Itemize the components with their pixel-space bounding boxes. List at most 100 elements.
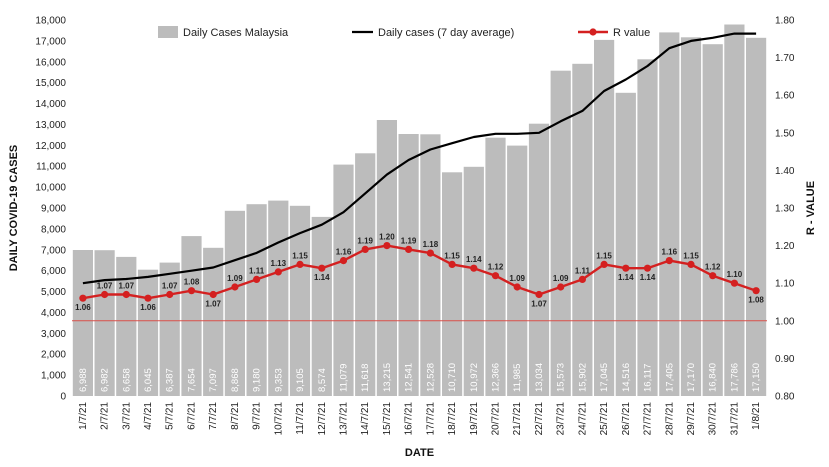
bar-label-11/7/21: 9,105 bbox=[295, 368, 306, 392]
legend-label-avg: Daily cases (7 day average) bbox=[378, 27, 514, 39]
r-point-13/7/21 bbox=[339, 257, 348, 265]
bar-14/7/21 bbox=[355, 153, 376, 396]
r-label-30/7/21: 1.12 bbox=[705, 263, 721, 272]
bar-31/7/21 bbox=[724, 24, 745, 396]
bar-19/7/21 bbox=[463, 166, 484, 396]
left-tick-10: 10,000 bbox=[35, 183, 66, 194]
r-label-1/7/21: 1.06 bbox=[75, 303, 91, 312]
r-label-5/7/21: 1.07 bbox=[162, 282, 178, 291]
right-tick-8: 1.60 bbox=[775, 91, 795, 102]
bar-18/7/21 bbox=[442, 172, 463, 396]
bar-label-15/7/21: 13,215 bbox=[382, 363, 393, 392]
left-tick-12: 12,000 bbox=[35, 141, 66, 152]
left-tick-4: 4,000 bbox=[41, 308, 66, 319]
r-point-3/7/21 bbox=[122, 290, 130, 299]
r-point-2/7/21 bbox=[101, 290, 109, 299]
x-tick-18/7/21: 18/7/21 bbox=[447, 402, 458, 436]
left-tick-16: 16,000 bbox=[35, 57, 66, 68]
bar-11/7/21 bbox=[289, 205, 311, 396]
bar-27/7/21 bbox=[637, 59, 658, 397]
bar-label-9/7/21: 9,180 bbox=[252, 368, 263, 392]
bar-label-31/7/21: 17,786 bbox=[729, 363, 740, 392]
bar-9/7/21 bbox=[246, 204, 267, 396]
bar-label-19/7/21: 10,972 bbox=[469, 363, 480, 392]
r-label-18/7/21: 1.15 bbox=[444, 251, 460, 260]
bar-17/7/21 bbox=[420, 134, 441, 397]
x-tick-1/8/21: 1/8/21 bbox=[751, 402, 762, 430]
r-label-6/7/21: 1.08 bbox=[184, 278, 200, 287]
r-value-line bbox=[82, 244, 757, 300]
x-tick-12/7/21: 12/7/21 bbox=[317, 402, 328, 436]
r-point-11/7/21 bbox=[296, 260, 304, 268]
r-point-27/7/21 bbox=[643, 264, 652, 272]
x-tick-9/7/21: 9/7/21 bbox=[252, 402, 263, 430]
r-label-19/7/21: 1.14 bbox=[466, 255, 482, 264]
right-tick-6: 1.40 bbox=[775, 166, 795, 177]
bar-label-2/7/21: 6,982 bbox=[100, 368, 111, 392]
left-tick-9: 9,000 bbox=[41, 204, 66, 215]
r-point-14/7/21 bbox=[361, 245, 369, 253]
bar-label-28/7/21: 17,405 bbox=[664, 363, 675, 392]
left-tick-8: 8,000 bbox=[41, 224, 66, 235]
r-point-1/7/21 bbox=[79, 294, 87, 302]
r-point-12/7/21 bbox=[318, 264, 326, 272]
r-point-31/7/21 bbox=[730, 279, 739, 287]
bar-label-20/7/21: 12,366 bbox=[491, 363, 502, 392]
bar-label-10/7/21: 9,353 bbox=[273, 368, 284, 392]
y-axis-title: DAILY COVID-19 CASES bbox=[8, 145, 20, 272]
bar-26/7/21 bbox=[615, 92, 636, 397]
bar-21/7/21 bbox=[507, 145, 528, 396]
x-tick-15/7/21: 15/7/21 bbox=[382, 402, 393, 436]
bar-24/7/21 bbox=[572, 63, 593, 397]
r-label-7/7/21: 1.07 bbox=[205, 300, 221, 309]
x-tick-13/7/21: 13/7/21 bbox=[338, 402, 349, 436]
r-point-5/7/21 bbox=[166, 290, 174, 299]
left-tick-17: 17,000 bbox=[35, 36, 66, 47]
left-tick-6: 6,000 bbox=[41, 266, 66, 277]
r-label-3/7/21: 1.07 bbox=[119, 282, 135, 291]
bar-6/7/21 bbox=[181, 236, 202, 396]
bar-label-25/7/21: 17,045 bbox=[599, 363, 610, 392]
bar-label-4/7/21: 6,045 bbox=[143, 368, 154, 392]
bar-label-5/7/21: 6,387 bbox=[165, 368, 176, 392]
r-point-26/7/21 bbox=[622, 264, 630, 272]
left-tick-13: 13,000 bbox=[35, 120, 66, 131]
r-point-23/7/21 bbox=[557, 283, 565, 291]
r-point-18/7/21 bbox=[448, 260, 456, 268]
x-tick-5/7/21: 5/7/21 bbox=[165, 402, 176, 430]
bar-12/7/21 bbox=[311, 216, 332, 396]
r-point-16/7/21 bbox=[405, 245, 413, 253]
bar-3/7/21 bbox=[116, 256, 137, 396]
bar-23/7/21 bbox=[550, 70, 571, 396]
bar-label-26/7/21: 14,516 bbox=[621, 363, 632, 392]
x-tick-22/7/21: 22/7/21 bbox=[534, 402, 545, 436]
r-label-17/7/21: 1.18 bbox=[423, 240, 439, 249]
right-tick-0: 0.80 bbox=[775, 392, 795, 403]
r-point-19/7/21 bbox=[470, 264, 478, 272]
r-point-30/7/21 bbox=[709, 272, 717, 280]
legend-marker-r bbox=[589, 28, 597, 36]
r-label-9/7/21: 1.11 bbox=[249, 266, 265, 275]
r-point-1/8/21 bbox=[752, 287, 760, 295]
r-point-6/7/21 bbox=[187, 287, 196, 295]
bar-label-24/7/21: 15,902 bbox=[577, 363, 588, 392]
y-axis-title-right: R - VALUE bbox=[805, 181, 817, 235]
legend-swatch-daily-cases bbox=[158, 26, 178, 38]
x-tick-10/7/21: 10/7/21 bbox=[273, 402, 284, 436]
r-point-9/7/21 bbox=[253, 275, 261, 283]
r-label-10/7/21: 1.13 bbox=[271, 259, 287, 268]
x-tick-27/7/21: 27/7/21 bbox=[643, 402, 654, 436]
bar-28/7/21 bbox=[659, 32, 680, 397]
bar-13/7/21 bbox=[333, 164, 354, 396]
r-label-23/7/21: 1.09 bbox=[553, 274, 569, 283]
r-point-7/7/21 bbox=[209, 290, 217, 299]
r-label-2/7/21: 1.07 bbox=[97, 282, 113, 291]
x-axis-title: DATE bbox=[405, 447, 434, 459]
r-point-15/7/21 bbox=[383, 242, 391, 250]
r-point-24/7/21 bbox=[578, 275, 587, 283]
r-label-1/8/21: 1.08 bbox=[748, 296, 764, 305]
x-tick-14/7/21: 14/7/21 bbox=[360, 402, 371, 436]
r-point-22/7/21 bbox=[535, 290, 543, 299]
